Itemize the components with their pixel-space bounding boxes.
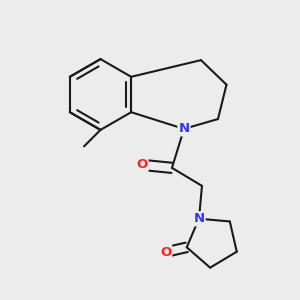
Text: O: O — [136, 158, 148, 171]
Text: O: O — [160, 246, 171, 259]
Text: N: N — [178, 122, 190, 135]
Text: N: N — [194, 212, 205, 225]
